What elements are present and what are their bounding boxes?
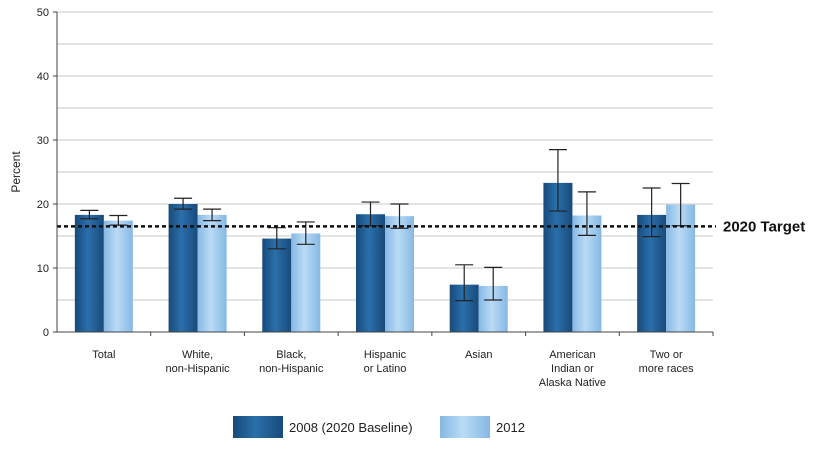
category-label-line: non-Hispanic (165, 363, 230, 375)
category-label: American Indian or Alaska Native (539, 349, 606, 389)
axes (53, 11, 714, 336)
legend-swatch (440, 416, 490, 438)
axis-labels: 0 10 20 30 40 50 Percent Total White, non-Hispani… (9, 7, 694, 389)
category-label-line: Two or (650, 349, 683, 361)
bar (262, 238, 292, 332)
category-label: White, non-Hispanic (165, 349, 230, 375)
y-tick-label: 30 (37, 135, 49, 147)
bar (168, 204, 198, 332)
legend-swatch (233, 416, 283, 438)
category-label-line: Alaska Native (539, 377, 606, 389)
y-tick-label: 20 (37, 199, 49, 211)
bar (197, 214, 227, 332)
category-label-line: more races (639, 363, 695, 375)
bars (74, 182, 696, 332)
y-tick-label: 50 (37, 7, 49, 19)
y-tick-label: 0 (43, 327, 49, 339)
bar (103, 220, 133, 332)
bar (291, 233, 321, 332)
category-label-line: Hispanic (364, 349, 407, 361)
y-axis-title: Percent (9, 151, 23, 193)
category-label-line: Total (92, 349, 115, 361)
legend: 2008 (2020 Baseline) 2012 (233, 416, 525, 438)
category-label: Asian (465, 349, 493, 361)
y-tick-label: 40 (37, 71, 49, 83)
gridlines (57, 11, 713, 301)
y-tick-label: 10 (37, 263, 49, 275)
legend-label: 2012 (496, 420, 525, 435)
category-label-line: or Latino (364, 363, 407, 375)
bar (74, 214, 104, 332)
target-label: 2020 Target (723, 218, 805, 235)
bar (356, 214, 385, 332)
category-label: Two or more races (639, 349, 695, 375)
error-bars (80, 149, 690, 302)
legend-label: 2008 (2020 Baseline) (289, 420, 413, 435)
category-label-line: White, (182, 349, 213, 361)
category-label: Black, non-Hispanic (259, 349, 324, 375)
category-label: Total (92, 349, 115, 361)
target-line-group: 2020 Target (57, 218, 805, 235)
category-label-line: non-Hispanic (259, 363, 324, 375)
category-label: Hispanic or Latino (364, 349, 407, 375)
category-label-line: Asian (465, 349, 493, 361)
category-label-line: Indian or (551, 363, 594, 375)
category-label-line: Black, (276, 349, 306, 361)
category-label-line: American (549, 349, 595, 361)
bar (385, 216, 414, 332)
